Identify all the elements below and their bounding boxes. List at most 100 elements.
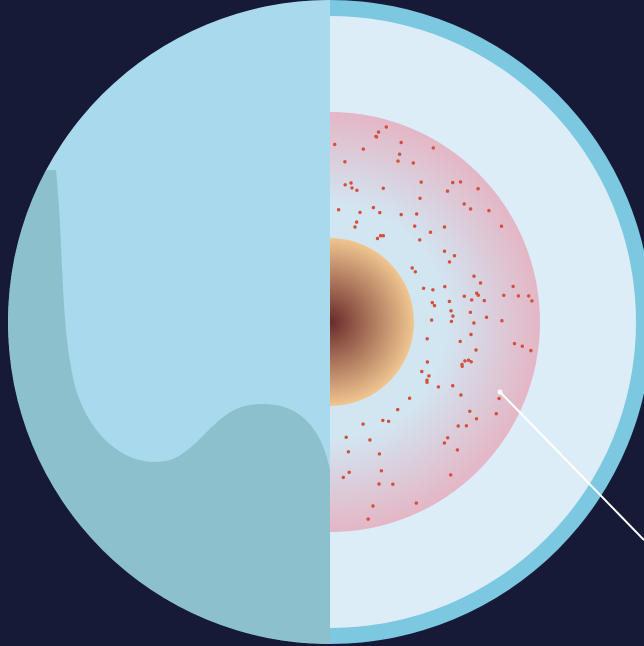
ocean-particle bbox=[350, 186, 354, 190]
ocean-particle bbox=[451, 314, 455, 318]
ocean-particle bbox=[442, 249, 447, 253]
ocean-particle bbox=[452, 254, 457, 258]
planet-interior bbox=[330, 16, 636, 628]
ocean-particle bbox=[333, 142, 337, 147]
ocean-particle bbox=[377, 452, 382, 456]
ocean-particle bbox=[520, 344, 524, 348]
ocean-particle bbox=[456, 424, 460, 428]
ocean-particle bbox=[500, 319, 504, 323]
ocean-particle bbox=[459, 393, 463, 397]
ocean-particle bbox=[379, 469, 384, 473]
ocean-particle bbox=[413, 270, 417, 274]
ocean-particle bbox=[468, 310, 473, 314]
ocean-particle bbox=[447, 260, 452, 264]
ocean-particle bbox=[530, 299, 534, 303]
ocean-particle bbox=[418, 238, 422, 242]
ocean-particle bbox=[482, 298, 486, 303]
ocean-particle bbox=[431, 146, 435, 150]
ocean-particle bbox=[421, 286, 426, 290]
ocean-particle bbox=[468, 409, 472, 413]
ocean-particle bbox=[347, 470, 351, 474]
ocean-particle bbox=[487, 208, 491, 213]
ocean-particle bbox=[442, 441, 447, 445]
ocean-particle bbox=[460, 362, 464, 367]
ocean-particle bbox=[449, 309, 453, 313]
ocean-particle bbox=[458, 180, 463, 184]
ocean-particle bbox=[384, 125, 388, 129]
ocean-particle bbox=[469, 360, 473, 364]
ocean-particle bbox=[344, 435, 348, 439]
ocean-particle bbox=[446, 436, 450, 440]
ocean-particle bbox=[358, 210, 362, 215]
ocean-particle bbox=[381, 234, 385, 238]
ocean-particle bbox=[414, 501, 418, 505]
ocean-particle bbox=[349, 181, 353, 185]
ocean-particle bbox=[468, 207, 473, 211]
ocean-particle bbox=[353, 225, 357, 229]
ocean-particle bbox=[415, 212, 419, 216]
rocky-core-icon bbox=[330, 238, 414, 406]
ocean-particle bbox=[361, 147, 365, 151]
ocean-particle bbox=[449, 473, 453, 477]
ocean-particle bbox=[396, 159, 400, 163]
ocean-particle bbox=[516, 294, 521, 298]
ocean-particle bbox=[418, 196, 422, 200]
ocean-particle bbox=[378, 234, 383, 238]
ocean-particle bbox=[413, 224, 417, 228]
ocean-particle bbox=[343, 183, 347, 187]
ocean-particle bbox=[478, 281, 483, 285]
ocean-particle bbox=[397, 152, 402, 156]
ocean-particle bbox=[447, 299, 452, 304]
pointer-line bbox=[499, 391, 644, 541]
ocean-particle bbox=[442, 225, 447, 229]
ocean-particle bbox=[425, 380, 429, 384]
ocean-particle bbox=[451, 180, 455, 185]
ocean-particle bbox=[427, 374, 431, 378]
ocean-particle bbox=[476, 187, 480, 191]
ocean-particle bbox=[474, 417, 479, 421]
ocean-particle bbox=[371, 205, 376, 210]
ocean-particle bbox=[368, 438, 372, 442]
ocean-particle bbox=[391, 482, 395, 486]
ocean-particle bbox=[374, 134, 378, 139]
ocean-particle bbox=[512, 341, 517, 346]
ocean-particle bbox=[432, 303, 437, 308]
ocean-particle bbox=[502, 293, 506, 297]
ocean-particle bbox=[449, 319, 454, 324]
ocean-particle bbox=[445, 189, 450, 193]
ocean-particle bbox=[425, 360, 430, 364]
ocean-particle bbox=[336, 208, 341, 212]
ocean-particle bbox=[499, 224, 504, 228]
ocean-particle bbox=[371, 504, 375, 508]
ocean-particle bbox=[430, 300, 434, 305]
ocean-particle bbox=[529, 348, 533, 353]
ocean-particle bbox=[431, 288, 435, 292]
ocean-particle bbox=[462, 294, 466, 298]
ocean-layer-icon bbox=[330, 112, 540, 532]
ocean-particle bbox=[361, 422, 365, 426]
ocean-particle bbox=[455, 448, 460, 452]
ocean-particle bbox=[341, 475, 345, 480]
ocean-particle bbox=[436, 385, 441, 389]
ocean-particles bbox=[333, 125, 534, 521]
ocean-particle bbox=[428, 230, 433, 234]
ocean-particle bbox=[466, 358, 471, 362]
ocean-particle bbox=[469, 332, 473, 337]
ocean-particle bbox=[425, 337, 429, 341]
ocean-particle bbox=[375, 236, 380, 241]
ocean-particle bbox=[381, 186, 385, 190]
ocean-particle bbox=[484, 315, 489, 319]
ocean-particle bbox=[378, 210, 382, 215]
ocean-particle bbox=[410, 266, 414, 270]
ocean-particle bbox=[464, 424, 469, 428]
ocean-particle bbox=[399, 212, 403, 217]
ocean-particle bbox=[511, 284, 515, 289]
ocean-particle bbox=[462, 202, 466, 206]
ocean-particle bbox=[355, 188, 359, 192]
ocean-particle bbox=[343, 160, 347, 164]
pointer-dot bbox=[497, 389, 503, 395]
ocean-particle bbox=[494, 412, 498, 416]
ocean-particle bbox=[470, 298, 474, 302]
ocean-particle bbox=[527, 294, 531, 298]
